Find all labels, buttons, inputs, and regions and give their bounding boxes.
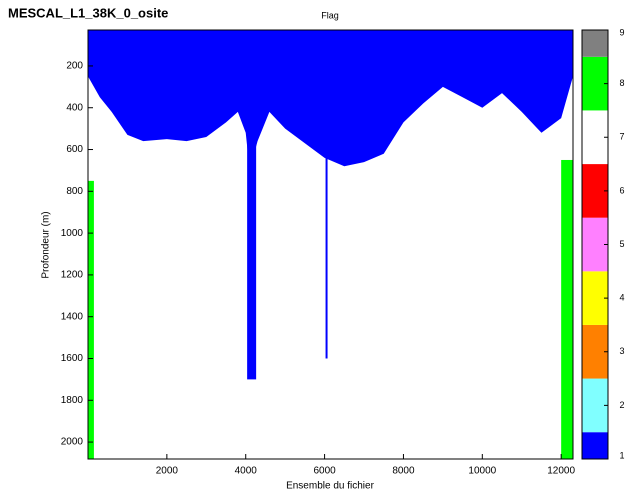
y-tick-label: 800 bbox=[66, 186, 83, 197]
y-tick-label: 2000 bbox=[61, 437, 84, 448]
x-tick-label: 8000 bbox=[392, 466, 415, 477]
x-tick-label: 10000 bbox=[468, 466, 496, 477]
flag-region bbox=[88, 30, 573, 171]
colorbar-tick-label: 2 bbox=[619, 400, 624, 410]
x-tick-label: 2000 bbox=[156, 466, 179, 477]
colorbar-cell bbox=[582, 110, 608, 165]
x-tick-label: 12000 bbox=[547, 466, 575, 477]
colorbar-tick-label: 4 bbox=[619, 293, 624, 303]
colorbar-cell bbox=[582, 164, 608, 218]
y-tick-label: 1200 bbox=[61, 270, 84, 281]
y-tick-label: 200 bbox=[66, 61, 83, 72]
edge-region bbox=[88, 180, 94, 460]
colorbar-cell bbox=[582, 56, 608, 111]
colorbar-tick-label: 7 bbox=[619, 132, 624, 142]
y-tick-label: 1000 bbox=[61, 228, 84, 239]
colorbar-cell bbox=[582, 378, 608, 433]
y-axis-label: Profondeur (m) bbox=[41, 211, 52, 278]
colorbar-cell bbox=[582, 30, 608, 57]
colorbar-tick-label: 5 bbox=[619, 239, 624, 249]
y-tick-label: 1600 bbox=[61, 353, 84, 364]
y-tick-label: 600 bbox=[66, 144, 83, 155]
flag-spike bbox=[247, 30, 257, 380]
x-tick-label: 6000 bbox=[313, 466, 336, 477]
chart-title: Flag bbox=[321, 10, 339, 20]
colorbar-cell bbox=[582, 324, 608, 379]
edge-region bbox=[561, 159, 573, 459]
colorbar-tick-label: 1 bbox=[619, 450, 624, 460]
x-axis-label: Ensemble du fichier bbox=[286, 481, 374, 492]
figure-title: MESCAL_L1_38K_0_osite bbox=[8, 5, 168, 20]
x-tick-label: 4000 bbox=[235, 466, 258, 477]
colorbar-tick-label: 8 bbox=[619, 78, 624, 88]
colorbar-tick-label: 6 bbox=[619, 185, 624, 195]
colorbar-cell bbox=[582, 432, 608, 459]
y-tick-label: 400 bbox=[66, 102, 83, 113]
colorbar-cell bbox=[582, 217, 608, 272]
colorbar-cell bbox=[582, 271, 608, 325]
flag-spike bbox=[325, 30, 328, 359]
y-tick-label: 1800 bbox=[61, 395, 84, 406]
colorbar-tick-label: 9 bbox=[619, 27, 624, 37]
plot-frame bbox=[87, 29, 574, 460]
y-tick-label: 1400 bbox=[61, 311, 84, 322]
colorbar-tick-label: 3 bbox=[619, 346, 624, 356]
